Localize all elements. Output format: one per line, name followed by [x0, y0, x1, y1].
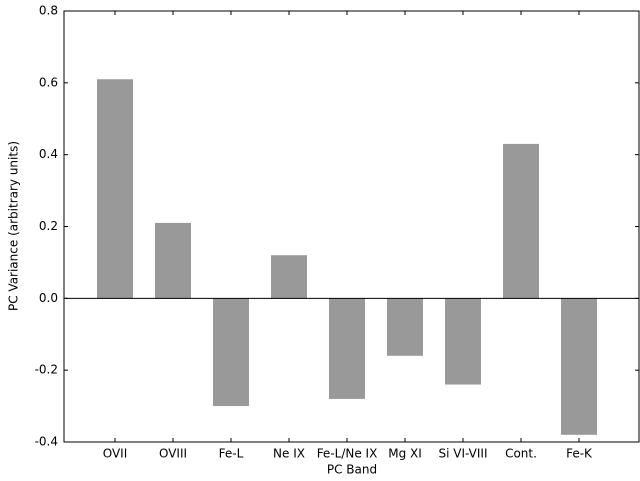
y-axis-label: PC Variance (arbitrary units) [7, 141, 21, 311]
y-tick-label: 0.2 [39, 219, 58, 233]
bar [387, 298, 423, 356]
y-tick-label: 0.0 [39, 291, 58, 305]
x-tick-label: Cont. [505, 447, 537, 461]
x-tick-label: Fe-L [219, 447, 244, 461]
bar [445, 298, 481, 385]
x-tick-label: OVII [103, 447, 128, 461]
bar [271, 255, 307, 299]
bar [97, 79, 133, 299]
x-tick-label: Si VI-VIII [439, 447, 488, 461]
x-tick-label: Fe-K [566, 447, 593, 461]
bar [561, 298, 597, 435]
bar [503, 143, 539, 299]
plot-frame [63, 10, 640, 443]
y-tick-label: -0.2 [35, 363, 58, 377]
y-tick-label: 0.8 [39, 4, 58, 18]
x-axis-label: PC Band [327, 463, 377, 477]
y-tick-label: -0.4 [35, 435, 58, 449]
y-tick-label: 0.6 [39, 75, 58, 89]
x-tick-label: Fe-L/Ne IX [317, 447, 378, 461]
x-tick-label: OVIII [159, 447, 187, 461]
x-tick-label: Mg XI [388, 447, 422, 461]
bar [213, 298, 249, 407]
bar [155, 222, 191, 299]
y-tick-label: 0.4 [39, 147, 58, 161]
bar [329, 298, 365, 399]
x-tick-label: Ne IX [273, 447, 305, 461]
